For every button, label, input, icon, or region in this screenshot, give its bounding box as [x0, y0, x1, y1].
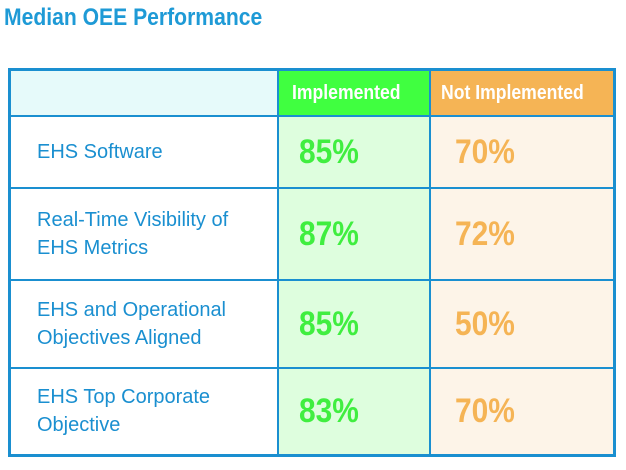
- not-implemented-value: 70%: [429, 367, 616, 456]
- not-implemented-value: 72%: [429, 187, 616, 281]
- implemented-value: 85%: [277, 279, 431, 369]
- header-not-implemented: Not Implemented: [429, 68, 616, 117]
- table-row: EHS and Operational Objectives Aligned 8…: [8, 279, 616, 369]
- header-implemented: Implemented: [277, 68, 431, 117]
- implemented-value: 87%: [277, 187, 431, 281]
- implemented-value: 85%: [277, 115, 431, 189]
- table-row: EHS Software 85% 70%: [8, 115, 616, 189]
- row-label: Real-Time Visibility of EHS Metrics: [8, 187, 279, 281]
- table-row: Real-Time Visibility of EHS Metrics 87% …: [8, 187, 616, 281]
- header-blank: [8, 68, 279, 117]
- chart-title: Median OEE Performance: [4, 4, 263, 31]
- row-label: EHS Top Corporate Objective: [8, 367, 279, 456]
- row-label: EHS and Operational Objectives Aligned: [8, 279, 279, 369]
- not-implemented-value: 50%: [429, 279, 616, 369]
- table-row: EHS Top Corporate Objective 83% 70%: [8, 367, 616, 456]
- row-label: EHS Software: [8, 115, 279, 189]
- header-row: Implemented Not Implemented: [8, 68, 616, 117]
- oee-table: Implemented Not Implemented EHS Software…: [8, 68, 616, 457]
- not-implemented-value: 70%: [429, 115, 616, 189]
- implemented-value: 83%: [277, 367, 431, 456]
